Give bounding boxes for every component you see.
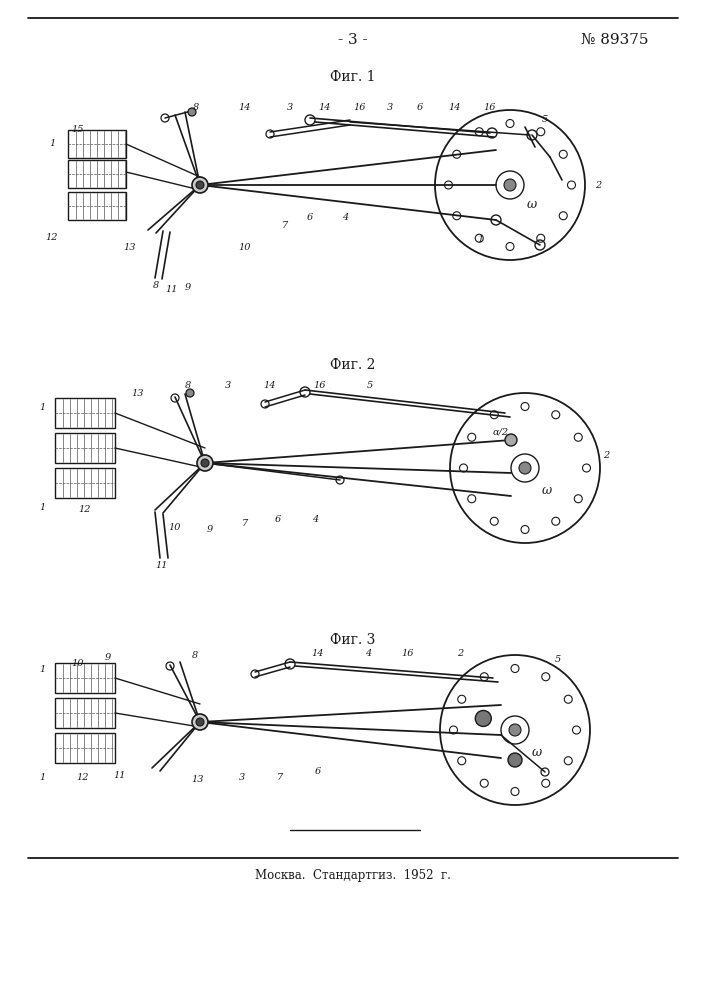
Text: 2: 2 [603, 450, 609, 460]
Text: 7: 7 [277, 774, 283, 782]
Text: 2: 2 [457, 648, 463, 658]
Text: 8: 8 [192, 650, 198, 660]
Text: 12: 12 [77, 774, 89, 782]
Text: 12: 12 [78, 506, 91, 514]
Text: 14: 14 [264, 381, 276, 390]
Text: 3: 3 [225, 381, 231, 390]
Circle shape [519, 462, 531, 474]
Circle shape [508, 753, 522, 767]
Text: 14: 14 [312, 648, 325, 658]
Text: 9: 9 [105, 654, 111, 662]
Text: 15: 15 [71, 125, 84, 134]
Text: 14: 14 [239, 104, 251, 112]
Text: α/2: α/2 [493, 428, 509, 436]
Text: 5: 5 [555, 656, 561, 664]
Text: 8: 8 [153, 280, 159, 290]
Circle shape [196, 181, 204, 189]
Text: 3: 3 [287, 104, 293, 112]
Text: 12: 12 [46, 233, 58, 242]
Circle shape [475, 710, 491, 726]
Text: 8: 8 [193, 104, 199, 112]
Circle shape [186, 389, 194, 397]
Text: 1: 1 [49, 138, 55, 147]
Text: 4: 4 [312, 516, 318, 524]
Text: Фиг. 3: Фиг. 3 [330, 633, 375, 647]
Text: 3: 3 [387, 104, 393, 112]
Text: 6: 6 [275, 516, 281, 524]
Text: 4: 4 [365, 648, 371, 658]
Text: 9: 9 [207, 526, 213, 534]
Bar [55, 433, 115, 463]
Circle shape [188, 108, 196, 116]
Circle shape [509, 724, 521, 736]
Circle shape [197, 455, 213, 471]
Circle shape [504, 179, 516, 191]
Bar [68, 160, 126, 188]
Text: ω: ω [532, 746, 542, 758]
Text: 13: 13 [124, 243, 136, 252]
Text: 7: 7 [282, 221, 288, 230]
Text: ω: ω [542, 484, 552, 496]
Text: 6: 6 [417, 104, 423, 112]
Text: 6: 6 [315, 768, 321, 776]
Text: - 3 -: - 3 - [338, 33, 368, 47]
Text: 14: 14 [319, 104, 332, 112]
Text: 16: 16 [354, 104, 366, 112]
Text: 9: 9 [185, 284, 191, 292]
Bar [55, 398, 115, 428]
Text: 4: 4 [342, 214, 348, 223]
Text: 2: 2 [595, 180, 601, 190]
Bar [55, 733, 115, 763]
Circle shape [192, 177, 208, 193]
Text: 10: 10 [169, 524, 181, 532]
Text: 10: 10 [239, 243, 251, 252]
Text: 1: 1 [39, 774, 45, 782]
Text: ω: ω [527, 198, 537, 212]
Text: 13: 13 [132, 388, 144, 397]
Text: 13: 13 [192, 776, 204, 784]
Bar [55, 468, 115, 498]
Text: 16: 16 [484, 104, 496, 112]
Circle shape [196, 718, 204, 726]
Text: 14: 14 [449, 104, 461, 112]
Text: 11: 11 [156, 560, 168, 570]
Text: 1: 1 [39, 403, 45, 412]
Text: Фиг. 1: Фиг. 1 [330, 70, 375, 84]
Text: 11: 11 [165, 286, 178, 294]
Text: № 89375: № 89375 [581, 33, 649, 47]
Circle shape [201, 459, 209, 467]
Bar [55, 698, 115, 728]
Circle shape [192, 714, 208, 730]
Text: 3: 3 [239, 774, 245, 782]
Text: 1: 1 [39, 504, 45, 512]
Text: 6: 6 [307, 214, 313, 223]
Text: 1: 1 [477, 235, 483, 244]
Text: 5: 5 [542, 115, 548, 124]
Text: 5: 5 [367, 381, 373, 390]
Text: 1: 1 [39, 666, 45, 674]
Bar [55, 663, 115, 693]
Text: 16: 16 [314, 381, 326, 390]
Text: 7: 7 [242, 518, 248, 528]
Bar [68, 192, 126, 220]
Text: Фиг. 2: Фиг. 2 [330, 358, 375, 372]
Text: 8: 8 [185, 381, 191, 390]
Text: 16: 16 [402, 648, 414, 658]
Circle shape [505, 434, 517, 446]
Bar [68, 130, 126, 158]
Text: 10: 10 [71, 658, 84, 668]
Text: 11: 11 [114, 770, 127, 780]
Text: Москва.  Стандартгиз.  1952  г.: Москва. Стандартгиз. 1952 г. [255, 868, 451, 882]
